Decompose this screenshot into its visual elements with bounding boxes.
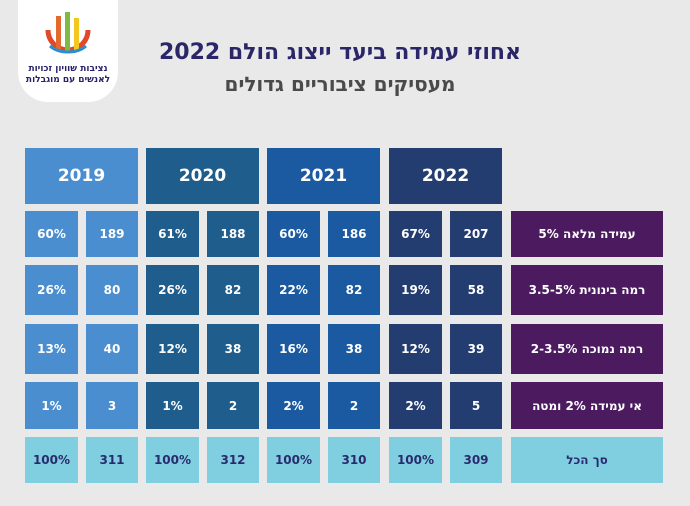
logo-icon	[45, 12, 91, 54]
count-cell: 310	[328, 437, 380, 483]
percent-cell: 26%	[25, 265, 78, 315]
percent-cell: 22%	[267, 265, 320, 315]
count-cell: 82	[207, 265, 259, 315]
count-cell: 38	[328, 324, 380, 374]
page-title: אחוזי עמידה ביעד ייצוג הולם 2022	[158, 40, 522, 65]
percent-cell: 12%	[146, 324, 199, 374]
count-cell: 80	[86, 265, 138, 315]
count-cell: 207	[450, 211, 502, 257]
percent-cell: 60%	[25, 211, 78, 257]
count-cell: 58	[450, 265, 502, 315]
count-cell: 2	[328, 382, 380, 429]
percent-cell: 100%	[146, 437, 199, 483]
percent-cell: 67%	[389, 211, 442, 257]
logo-text-2: לאנשים עם מוגבלות	[25, 75, 111, 85]
percent-cell: 2%	[389, 382, 442, 429]
year-header-2020: 2020	[146, 148, 259, 204]
row-label: סך הכל	[511, 437, 663, 483]
count-cell: 186	[328, 211, 380, 257]
row-label: אי עמידה 2% ומטה	[511, 382, 663, 429]
percent-cell: 12%	[389, 324, 442, 374]
count-cell: 2	[207, 382, 259, 429]
percent-cell: 100%	[389, 437, 442, 483]
percent-cell: 2%	[267, 382, 320, 429]
count-cell: 312	[207, 437, 259, 483]
percent-cell: 61%	[146, 211, 199, 257]
count-cell: 188	[207, 211, 259, 257]
logo: נציבות שוויון זכויות לאנשים עם מוגבלות	[18, 0, 118, 102]
row-label: עמידה מלאה 5%	[511, 211, 663, 257]
count-cell: 309	[450, 437, 502, 483]
percent-cell: 1%	[25, 382, 78, 429]
count-cell: 39	[450, 324, 502, 374]
count-cell: 40	[86, 324, 138, 374]
count-cell: 82	[328, 265, 380, 315]
count-cell: 5	[450, 382, 502, 429]
page-subtitle: מעסיקים ציבוריים גדולים	[224, 72, 456, 96]
year-header-2019: 2019	[25, 148, 138, 204]
percent-cell: 60%	[267, 211, 320, 257]
logo-text-1: נציבות שוויון זכויות	[28, 64, 108, 74]
count-cell: 189	[86, 211, 138, 257]
percent-cell: 19%	[389, 265, 442, 315]
count-cell: 311	[86, 437, 138, 483]
count-cell: 38	[207, 324, 259, 374]
year-header-2021: 2021	[267, 148, 380, 204]
percent-cell: 16%	[267, 324, 320, 374]
percent-cell: 26%	[146, 265, 199, 315]
row-label: רמה נמוכה 2-3.5%	[511, 324, 663, 374]
percent-cell: 100%	[267, 437, 320, 483]
percent-cell: 100%	[25, 437, 78, 483]
count-cell: 3	[86, 382, 138, 429]
percent-cell: 13%	[25, 324, 78, 374]
percent-cell: 1%	[146, 382, 199, 429]
row-label: רמה בינונית 3.5-5%	[511, 265, 663, 315]
year-header-2022: 2022	[389, 148, 502, 204]
